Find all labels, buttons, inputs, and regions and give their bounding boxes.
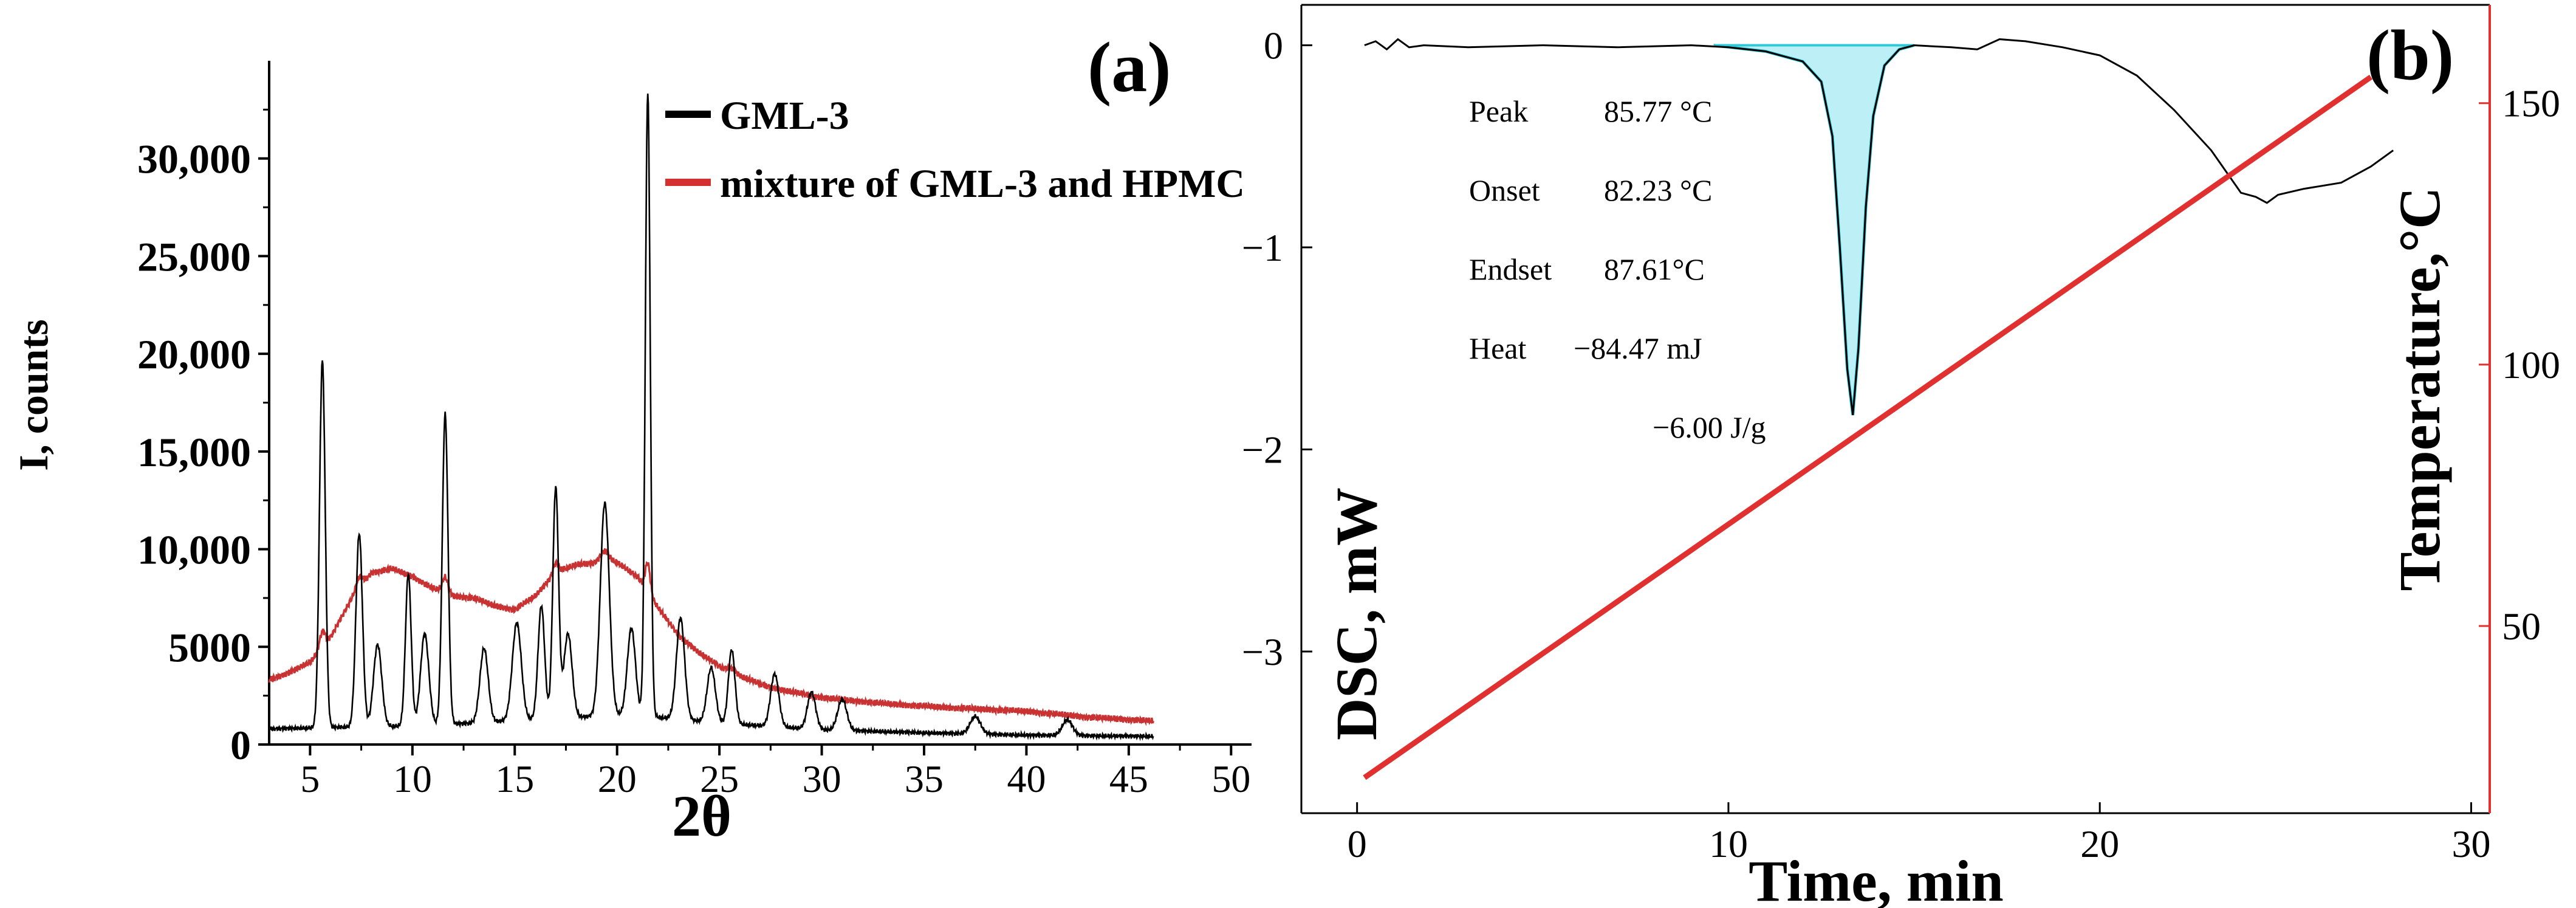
annotation-peak-value: 85.77 °C (1604, 94, 1712, 128)
annotation-endset-label: Endset (1469, 252, 1552, 286)
annotation-heat-value: −84.47 mJ (1574, 331, 1702, 365)
a-y-tick-label: 30,000 (137, 136, 251, 182)
a-y-tick-label: 5000 (168, 624, 251, 670)
panel-a-x-label: 2θ (672, 783, 731, 848)
panel-b-ticks (1301, 44, 2490, 813)
panel-b: 0 −1 −2 −3 50 100 150 0 10 20 30 Peak 85.77 °C O… (1242, 4, 2560, 908)
b-y2-tick-label: 100 (2502, 343, 2560, 387)
panel-b-y-tick-labels: 0 −1 −2 −3 (1242, 24, 1283, 674)
panel-b-y-label: DSC, mW (1324, 487, 1389, 740)
panel-a-series (268, 93, 1154, 741)
panel-b-series (1363, 38, 2394, 780)
annotation-heat-label: Heat (1469, 331, 1526, 365)
legend-label-gml3: GML-3 (720, 94, 849, 138)
a-y-tick-label: 0 (230, 722, 251, 768)
panel-a-legend: GML-3 mixture of GML-3 and HPMC (665, 94, 1245, 206)
a-x-tick-label: 30 (803, 757, 841, 800)
panel-b-frame (1300, 4, 2491, 814)
a-x-tick-label: 15 (495, 757, 534, 800)
series-gml3-line (268, 93, 1154, 741)
dsc-annotations: Peak 85.77 °C Onset 82.23 °C Endset 87.6… (1469, 94, 1766, 444)
a-x-tick-label: 35 (905, 757, 944, 800)
annotation-specific-heat-value: −6.00 J/g (1653, 410, 1766, 444)
b-y-tick-label: −3 (1242, 630, 1283, 673)
annotation-onset-value: 82.23 °C (1604, 173, 1712, 207)
temperature-line (1363, 75, 2372, 780)
b-y-tick-label: −2 (1242, 428, 1283, 472)
a-x-tick-label: 50 (1211, 757, 1250, 800)
a-x-tick-label: 5 (300, 757, 320, 800)
b-y2-tick-label: 50 (2502, 605, 2541, 648)
a-y-tick-label: 20,000 (137, 331, 251, 377)
panel-b-y2-label: Temperature,°C (2387, 187, 2452, 591)
b-y-tick-label: 0 (1264, 24, 1283, 67)
panel-b-x-label: Time, min (1749, 848, 2004, 908)
b-y2-tick-label: 150 (2502, 82, 2560, 125)
panel-a-label: (a) (1088, 27, 1171, 107)
panel-b-x-tick-labels: 0 10 20 30 (1348, 822, 2491, 865)
b-x-tick-label: 20 (2080, 822, 2119, 865)
b-x-tick-label: 30 (2451, 822, 2490, 865)
panel-b-y2-tick-labels: 50 100 150 (2502, 82, 2560, 648)
panel-a: 0 5000 10,000 15,000 20,000 25,000 30,000 5 10 1… (10, 27, 1252, 848)
dsc-curve-line (1364, 38, 2394, 416)
panel-a-y-label: I, counts (10, 319, 57, 470)
integration-area (1713, 45, 1914, 415)
b-y-tick-label: −1 (1242, 226, 1283, 269)
b-x-tick-label: 0 (1348, 822, 1367, 865)
panel-a-y-tick-labels: 0 5000 10,000 15,000 20,000 25,000 30,000 (137, 136, 251, 768)
series-mixture-line (268, 548, 1154, 726)
a-y-tick-label: 10,000 (137, 527, 251, 573)
annotation-peak-label: Peak (1469, 94, 1528, 128)
panel-a-x-tick-labels: 5 10 15 20 25 30 35 40 45 50 (300, 757, 1250, 800)
annotation-onset-label: Onset (1469, 173, 1540, 207)
a-x-tick-label: 20 (598, 757, 637, 800)
a-y-tick-label: 15,000 (137, 429, 251, 475)
a-x-tick-label: 10 (393, 757, 432, 800)
annotation-endset-value: 87.61°C (1604, 252, 1705, 286)
a-x-tick-label: 25 (700, 757, 739, 800)
b-x-tick-label: 10 (1709, 822, 1748, 865)
a-y-tick-label: 25,000 (137, 233, 251, 280)
a-x-tick-label: 40 (1007, 757, 1046, 800)
panel-a-ticks (258, 108, 1233, 755)
integration-line (1713, 44, 1915, 416)
legend-label-mixture: mixture of GML-3 and HPMC (720, 162, 1245, 206)
panel-b-label: (b) (2366, 15, 2454, 95)
a-x-tick-label: 45 (1109, 757, 1148, 800)
